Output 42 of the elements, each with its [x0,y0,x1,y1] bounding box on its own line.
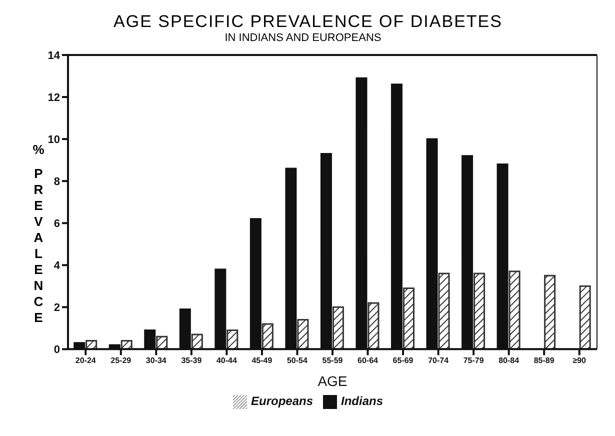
x-tick-label: 80-84 [498,356,520,365]
bar [191,334,203,350]
bar [332,306,344,350]
y-tick-label: 0 [54,344,60,356]
x-tick-label: 35-39 [181,356,202,365]
x-tick-label: 70-74 [428,356,450,365]
y-tick-label: 12 [48,92,60,104]
legend-label: Europeans [250,394,313,408]
bar [474,272,486,350]
bar [156,336,168,350]
x-tick-label: 25-29 [110,356,132,365]
x-tick-label: ≥90 [572,356,587,365]
x-tick-label: 60-64 [358,356,379,365]
chart-title: AGE SPECIFIC PREVALENCE OF DIABETES [112,12,504,32]
bar [438,272,450,350]
x-tick-label: 40-44 [216,356,238,365]
x-axis-title: AGE [318,373,348,390]
x-tick-label: 20-24 [75,356,96,365]
x-tick-label: 85-89 [534,356,555,365]
y-tick-label: 10 [48,134,60,146]
bar [508,270,520,350]
x-tick-label: 75-79 [463,356,484,365]
x-tick-label: 45-49 [252,356,273,365]
legend-label: Indians [341,394,384,408]
y-tick-label: 14 [48,50,61,62]
x-tick-label: 65-69 [392,356,414,365]
bar [297,319,309,350]
y-tick-label: 6 [54,218,60,230]
x-tick-label: 30-34 [146,356,167,365]
bar [226,330,238,350]
x-tick-label: 50-54 [287,356,308,365]
chart-subtitle: IN INDIANS AND EUROPEANS [224,32,382,44]
y-tick-label: 2 [54,302,60,314]
bar [544,274,556,350]
y-tick-label: 8 [54,176,60,188]
bar [368,302,380,350]
y-axis-title: % PREVALENCE [31,142,46,326]
x-tick-label: 55-59 [322,356,344,365]
y-tick-label: 4 [54,260,61,272]
bar [403,287,414,350]
bar [579,285,591,350]
bar [262,323,274,350]
